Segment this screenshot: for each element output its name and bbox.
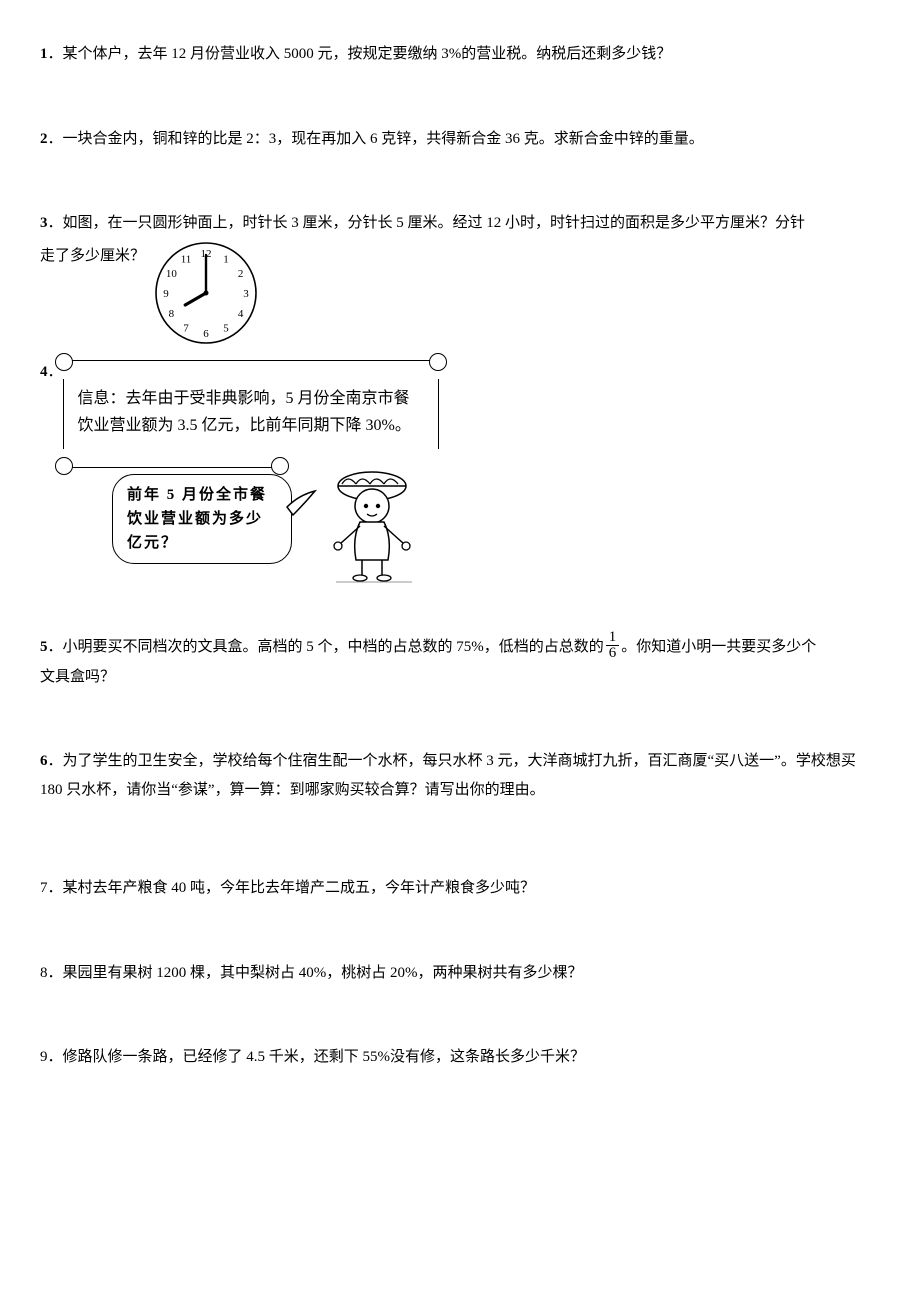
- question-8: 8．果园里有果树 1200 棵，其中梨树占 40%，桃树占 20%，两种果树共有…: [40, 959, 880, 988]
- q3-text-a: ．如图，在一只圆形钟面上，时针长 3 厘米，分针长 5 厘米。经过 12 小时，…: [48, 215, 806, 231]
- svg-text:3: 3: [243, 288, 249, 300]
- question-9: 9．修路队修一条路，已经修了 4.5 千米，还剩下 55%没有修，这条路长多少千…: [40, 1043, 880, 1072]
- q8-number: 8: [40, 965, 48, 981]
- q2-text: ．一块合金内，铜和锌的比是 2：3，现在再加入 6 克锌，共得新合金 36 克。…: [48, 131, 704, 147]
- question-1: 1．某个体户，去年 12 月份营业收入 5000 元，按规定要缴纳 3%的营业税…: [40, 40, 880, 69]
- fraction-one-sixth: 16: [606, 630, 620, 661]
- question-3: 3．如图，在一只圆形钟面上，时针长 3 厘米，分针长 5 厘米。经过 12 小时…: [40, 209, 880, 348]
- bubble-tail-icon: [285, 489, 319, 519]
- bubble-text: 前年 5 月份全市餐饮业营业额为多少亿元？: [127, 487, 267, 551]
- q6-number: 6: [40, 753, 48, 769]
- q5-text-b: 。你知道小明一共要买多少个: [621, 639, 816, 655]
- q7-number: 7: [40, 880, 48, 896]
- svg-text:6: 6: [203, 328, 209, 340]
- q3-line2: 走了多少厘米？ 121234567891011: [40, 238, 880, 348]
- question-6: 6．为了学生的卫生安全，学校给每个住宿生配一个水杯，每只水杯 3 元，大洋商城打…: [40, 747, 880, 804]
- svg-text:10: 10: [166, 268, 178, 280]
- speech-bubble: 前年 5 月份全市餐饮业营业额为多少亿元？: [112, 474, 292, 564]
- svg-text:2: 2: [238, 268, 244, 280]
- cartoon-girl-icon: [322, 464, 422, 584]
- question-2: 2．一块合金内，铜和锌的比是 2：3，现在再加入 6 克锌，共得新合金 36 克…: [40, 125, 880, 154]
- info-text: 信息：去年由于受非典影响，5 月份全南京市餐饮业营业额为 3.5 亿元，比前年同…: [63, 379, 439, 449]
- q6-text: ．为了学生的卫生安全，学校给每个住宿生配一个水杯，每只水杯 3 元，大洋商城打九…: [40, 753, 856, 798]
- svg-text:1: 1: [223, 253, 229, 265]
- q3-number: 3: [40, 215, 48, 231]
- q3-text-b: 走了多少厘米？: [40, 238, 145, 271]
- q5-text-a: ．小明要买不同档次的文具盒。高档的 5 个，中档的占总数的 75%，低档的占总数…: [48, 639, 604, 655]
- svg-text:11: 11: [181, 253, 192, 265]
- question-5: 5．小明要买不同档次的文具盒。高档的 5 个，中档的占总数的 75%，低档的占总…: [40, 632, 880, 692]
- q7-text: ．某村去年产粮食 40 吨，今年比去年增产二成五，今年计产粮食多少吨？: [48, 880, 536, 896]
- q5-line1: 5．小明要买不同档次的文具盒。高档的 5 个，中档的占总数的 75%，低档的占总…: [40, 632, 880, 663]
- q5-number: 5: [40, 639, 48, 655]
- q8-text: ．果园里有果树 1200 棵，其中梨树占 40%，桃树占 20%，两种果树共有多…: [48, 965, 583, 981]
- info-scroll: 信息：去年由于受非典影响，5 月份全南京市餐饮业营业额为 3.5 亿元，比前年同…: [63, 360, 439, 468]
- q2-number: 2: [40, 131, 48, 147]
- q9-text: ．修路队修一条路，已经修了 4.5 千米，还剩下 55%没有修，这条路长多少千米…: [48, 1049, 586, 1065]
- question-7: 7．某村去年产粮食 40 吨，今年比去年增产二成五，今年计产粮食多少吨？: [40, 874, 880, 903]
- svg-text:4: 4: [238, 308, 244, 320]
- svg-text:7: 7: [183, 322, 189, 334]
- q5-line2: 文具盒吗？: [40, 663, 880, 692]
- q9-number: 9: [40, 1049, 48, 1065]
- q1-text: ．某个体户，去年 12 月份营业收入 5000 元，按规定要缴纳 3%的营业税。…: [48, 46, 672, 62]
- q1-number: 1: [40, 46, 48, 62]
- q3-line1: 3．如图，在一只圆形钟面上，时针长 3 厘米，分针长 5 厘米。经过 12 小时…: [40, 209, 880, 238]
- q4-bubble-row: 前年 5 月份全市餐饮业营业额为多少亿元？: [40, 474, 880, 584]
- question-4: 4． 信息：去年由于受非典影响，5 月份全南京市餐饮业营业额为 3.5 亿元，比…: [40, 358, 880, 584]
- svg-text:5: 5: [223, 322, 229, 334]
- clock-figure: 121234567891011: [151, 238, 261, 348]
- q4-number: 4: [40, 358, 48, 387]
- svg-text:8: 8: [169, 308, 175, 320]
- svg-text:9: 9: [163, 288, 169, 300]
